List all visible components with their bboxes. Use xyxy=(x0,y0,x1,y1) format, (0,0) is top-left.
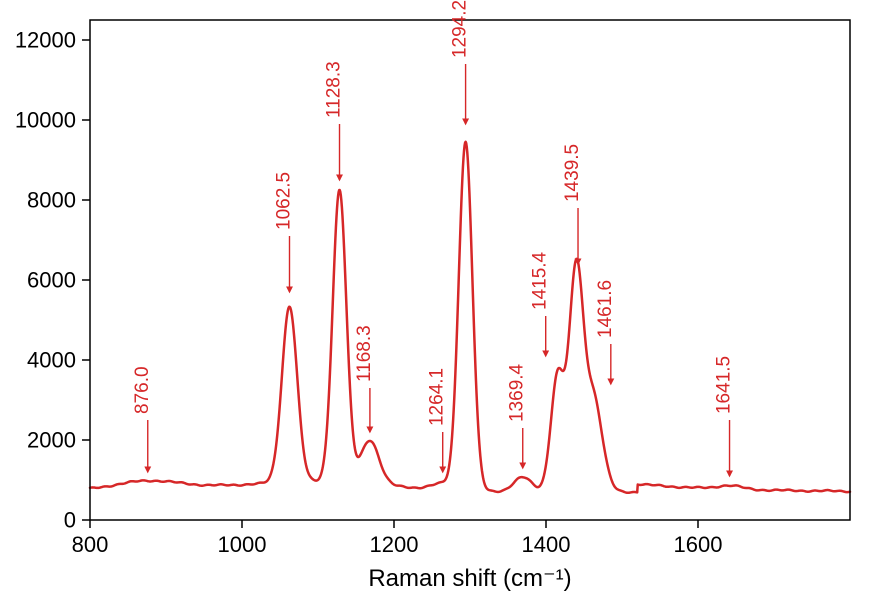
peak-label: 1439.5 xyxy=(562,144,583,202)
peak-label: 1415.4 xyxy=(530,251,551,310)
x-tick-label: 1200 xyxy=(370,532,419,557)
x-axis-label: Raman shift (cm⁻¹) xyxy=(368,565,571,592)
peak-label: 1128.3 xyxy=(324,61,345,118)
y-tick-label: 4000 xyxy=(27,348,76,373)
y-tick-label: 8000 xyxy=(27,188,76,213)
y-tick-label: 12000 xyxy=(15,28,76,53)
y-tick-label: 0 xyxy=(64,508,76,533)
y-tick-label: 2000 xyxy=(27,428,76,453)
peak-label: 1062.5 xyxy=(274,172,295,230)
peak-label: 1369.4 xyxy=(507,363,528,422)
chart-background xyxy=(0,0,872,593)
peak-label: 1294.2 xyxy=(450,0,471,58)
peak-label: 1641.5 xyxy=(714,356,735,414)
peak-label: 1264.1 xyxy=(427,368,448,426)
x-tick-label: 1600 xyxy=(674,532,723,557)
raman-spectrum-chart: 800 1000 1200 1400 1600 0 2000 4000 6000 8000 1000… xyxy=(0,0,872,593)
peak-label: 1461.6 xyxy=(595,280,616,338)
peak-label: 1168.3 xyxy=(354,325,375,382)
x-tick-label: 800 xyxy=(72,532,109,557)
x-tick-label: 1400 xyxy=(522,532,571,557)
y-tick-label: 6000 xyxy=(27,268,76,293)
chart-svg: 800 1000 1200 1400 1600 0 2000 4000 6000 8000 1000… xyxy=(0,0,872,593)
x-tick-label: 1000 xyxy=(218,532,267,557)
peak-label: 876.0 xyxy=(132,366,153,414)
y-tick-label: 10000 xyxy=(15,108,76,133)
